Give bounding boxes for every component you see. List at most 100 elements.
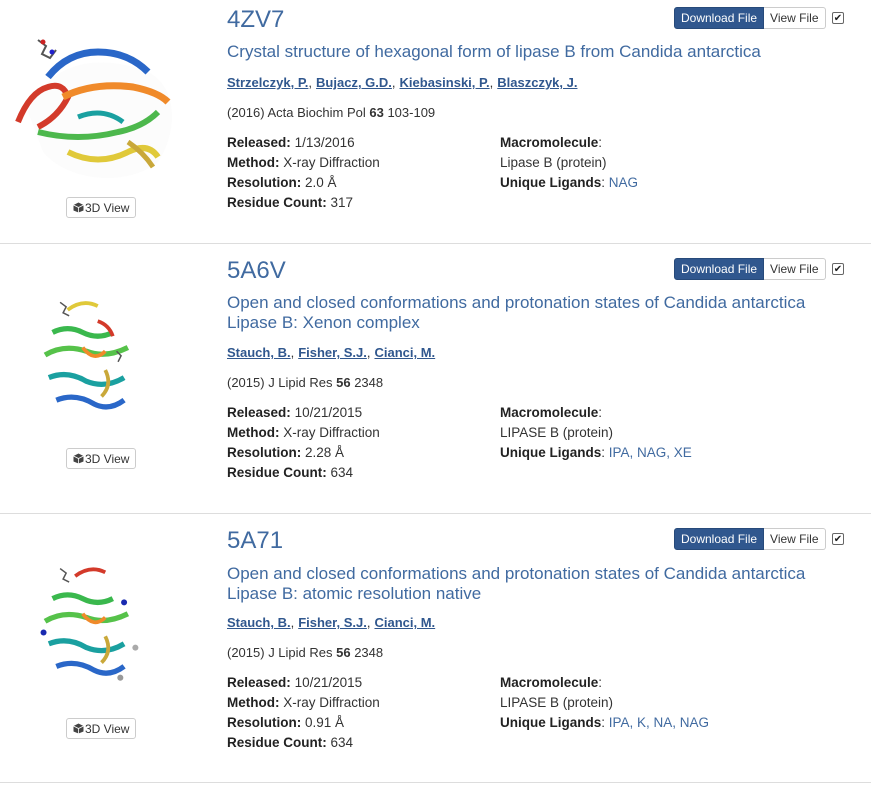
author-separator: , — [366, 615, 371, 630]
label-colon: : — [598, 405, 603, 420]
view-file-button[interactable]: View File — [764, 7, 826, 29]
ligands-label: Unique Ligands — [500, 175, 602, 190]
citation-pages: 103-109 — [383, 105, 436, 120]
label-colon: : — [601, 445, 606, 460]
view-file-button[interactable]: View File — [764, 258, 826, 280]
released-label: Released: — [227, 675, 291, 690]
author-list: Strzelczyk, P., Bujacz, G.D., Kiebasinski,… — [227, 75, 577, 90]
resolution-label: Resolution: — [227, 715, 302, 730]
method-value: X-ray Diffraction — [283, 695, 380, 710]
file-button-group: Download File View File — [674, 258, 826, 280]
method-label: Method: — [227, 695, 280, 710]
author-separator: , — [308, 75, 313, 90]
download-file-button[interactable]: Download File — [674, 7, 765, 29]
author-link[interactable]: Fisher, S.J. — [298, 345, 367, 360]
resolution-value: 0.91 Å — [305, 715, 345, 730]
divider — [0, 513, 871, 514]
residue-count-label: Residue Count: — [227, 735, 327, 750]
macromolecule-label: Macromolecule — [500, 405, 599, 420]
search-result-entry: 3D View 5A71 Open and closed conformatio… — [0, 526, 871, 796]
method-value: X-ray Diffraction — [283, 425, 380, 440]
resolution-value: 2.28 Å — [305, 445, 345, 460]
author-link[interactable]: Blaszczyk, J. — [497, 75, 578, 90]
view-file-button[interactable]: View File — [764, 528, 826, 550]
macromolecule-value: LIPASE B (protein) — [500, 695, 614, 710]
resolution-label: Resolution: — [227, 445, 302, 460]
macromolecule-label: Macromolecule — [500, 675, 599, 690]
author-link[interactable]: Strzelczyk, P. — [227, 75, 309, 90]
released-label: Released: — [227, 405, 291, 420]
macromolecule-value: LIPASE B (protein) — [500, 425, 614, 440]
author-link[interactable]: Cianci, M. — [374, 345, 436, 360]
details-right: Macromolecule: LIPASE B (protein) Unique… — [500, 673, 709, 733]
details-right: Macromolecule: LIPASE B (protein) Unique… — [500, 403, 692, 463]
3d-view-label: 3D View — [85, 201, 130, 215]
author-separator: , — [290, 345, 295, 360]
3d-view-label: 3D View — [85, 722, 130, 736]
author-separator: , — [391, 75, 396, 90]
3d-view-button[interactable]: 3D View — [66, 197, 137, 218]
author-link[interactable]: Fisher, S.J. — [298, 615, 367, 630]
label-colon: : — [601, 715, 606, 730]
citation-pages: 2348 — [350, 375, 384, 390]
select-checkbox[interactable]: ✔ — [832, 533, 844, 545]
residue-count-value: 634 — [330, 465, 354, 480]
label-colon: : — [601, 175, 606, 190]
structure-thumbnail[interactable] — [30, 530, 170, 720]
divider — [0, 782, 871, 783]
cube-icon — [73, 723, 84, 734]
citation: (2016) Acta Biochim Pol 63 103-109 — [227, 105, 435, 120]
released-date: 10/21/2015 — [294, 405, 363, 420]
author-list: Stauch, B., Fisher, S.J., Cianci, M. — [227, 615, 435, 630]
author-separator: , — [366, 345, 371, 360]
divider — [0, 243, 871, 244]
author-link[interactable]: Bujacz, G.D. — [316, 75, 392, 90]
3d-view-label: 3D View — [85, 452, 130, 466]
label-colon: : — [598, 675, 603, 690]
file-button-group: Download File View File — [674, 528, 826, 550]
method-value: X-ray Diffraction — [283, 155, 380, 170]
pdb-id-link[interactable]: 5A6V — [227, 257, 286, 284]
search-result-entry: 3D View 4ZV7 Crystal structure of hexago… — [0, 0, 871, 270]
label-colon: : — [598, 135, 603, 150]
ligand-links[interactable]: NAG — [608, 175, 639, 190]
cube-icon — [73, 453, 84, 464]
structure-thumbnail[interactable] — [30, 260, 170, 450]
3d-view-button[interactable]: 3D View — [66, 448, 137, 469]
pdb-id-link[interactable]: 4ZV7 — [227, 6, 285, 33]
select-checkbox[interactable]: ✔ — [832, 12, 844, 24]
citation-journal: (2015) J Lipid Res — [227, 375, 337, 390]
resolution-value: 2.0 Å — [305, 175, 337, 190]
entry-title-link[interactable]: Crystal structure of hexagonal form of l… — [227, 42, 761, 61]
author-link[interactable]: Cianci, M. — [374, 615, 436, 630]
released-label: Released: — [227, 135, 291, 150]
method-label: Method: — [227, 425, 280, 440]
cube-icon — [73, 202, 84, 213]
pdb-id-link[interactable]: 5A71 — [227, 527, 284, 554]
select-checkbox[interactable]: ✔ — [832, 263, 844, 275]
citation-volume: 56 — [336, 375, 351, 390]
residue-count-value: 317 — [330, 195, 354, 210]
structure-thumbnail[interactable] — [8, 22, 194, 202]
method-label: Method: — [227, 155, 280, 170]
download-file-button[interactable]: Download File — [674, 258, 765, 280]
author-list: Stauch, B., Fisher, S.J., Cianci, M. — [227, 345, 435, 360]
author-separator: , — [489, 75, 494, 90]
citation-volume: 56 — [336, 645, 351, 660]
ligand-links[interactable]: IPA, K, NA, NAG — [608, 715, 710, 730]
ligands-label: Unique Ligands — [500, 445, 602, 460]
entry-title-link[interactable]: Open and closed conformations and proton… — [227, 564, 806, 603]
ligand-links[interactable]: IPA, NAG, XE — [608, 445, 692, 460]
author-link[interactable]: Kiebasinski, P. — [399, 75, 490, 90]
details-left: Released: 1/13/2016 Method: X-ray Diffra… — [227, 133, 380, 213]
details-left: Released: 10/21/2015 Method: X-ray Diffr… — [227, 403, 380, 483]
citation-journal: (2016) Acta Biochim Pol — [227, 105, 370, 120]
download-file-button[interactable]: Download File — [674, 528, 765, 550]
author-link[interactable]: Stauch, B. — [227, 615, 291, 630]
ligands-label: Unique Ligands — [500, 715, 602, 730]
entry-title-link[interactable]: Open and closed conformations and proton… — [227, 293, 806, 332]
author-link[interactable]: Stauch, B. — [227, 345, 291, 360]
details-right: Macromolecule: Lipase B (protein) Unique… — [500, 133, 638, 193]
macromolecule-label: Macromolecule — [500, 135, 599, 150]
3d-view-button[interactable]: 3D View — [66, 718, 137, 739]
